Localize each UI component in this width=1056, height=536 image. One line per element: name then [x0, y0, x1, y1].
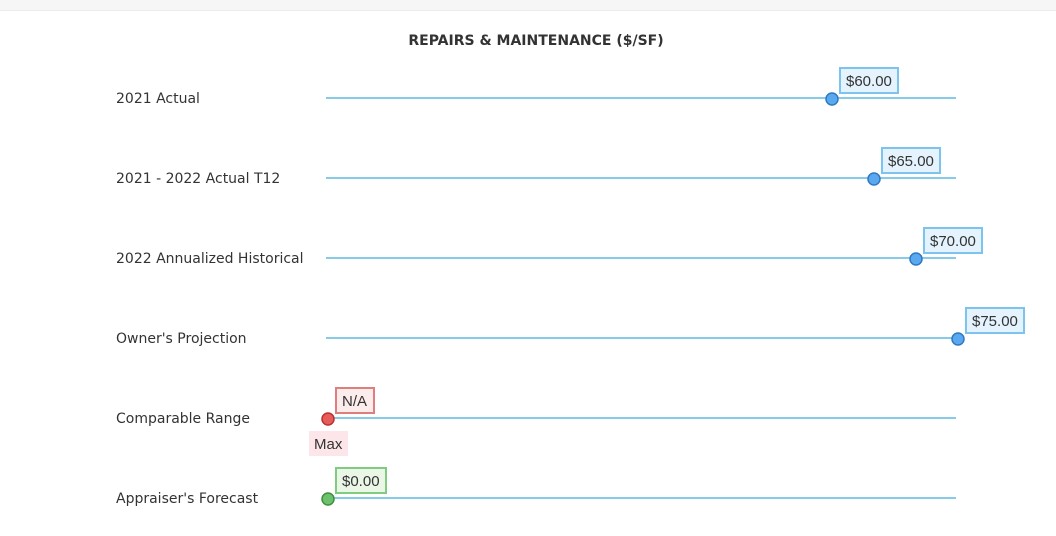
data-point[interactable]: [321, 492, 335, 506]
value-label-box: $60.00: [839, 67, 899, 94]
value-label-background: [965, 307, 1025, 334]
value-label: $60.00: [846, 73, 892, 90]
value-label-background: [335, 387, 375, 414]
data-point[interactable]: [951, 332, 965, 346]
top-bar: [0, 0, 1056, 11]
row-owner-s-projection: Owner's Projection $75.00: [116, 307, 1025, 347]
row-2021-2022-actual-t12: 2021 - 2022 Actual T12 $65.00: [116, 147, 956, 187]
data-point[interactable]: [825, 92, 839, 106]
value-label-background: [881, 147, 941, 174]
row-comparable-range: Comparable Range N/A Max: [116, 387, 956, 456]
repairs-maintenance-chart: REPAIRS & MAINTENANCE ($/SF) 2021 Actual…: [116, 33, 1025, 507]
data-point[interactable]: [909, 252, 923, 266]
chart-title: REPAIRS & MAINTENANCE ($/SF): [408, 33, 663, 49]
sub-label-box: Max: [309, 431, 348, 456]
row-label: Owner's Projection: [116, 331, 247, 347]
chart-panel: REPAIRS & MAINTENANCE ($/SF) 2021 Actual…: [0, 11, 1056, 536]
row-label: 2021 Actual: [116, 91, 200, 107]
value-label: $70.00: [930, 233, 976, 250]
value-label: $75.00: [972, 313, 1018, 330]
data-point[interactable]: [321, 412, 335, 426]
value-label-background: [335, 467, 387, 494]
value-label-box: $70.00: [923, 227, 983, 254]
row-label: Appraiser's Forecast: [116, 491, 259, 507]
value-label: N/A: [342, 393, 367, 410]
value-label-box: $75.00: [965, 307, 1025, 334]
value-label-background: [923, 227, 983, 254]
row-2021-actual: 2021 Actual $60.00: [116, 67, 956, 107]
row-2022-annualized-historical: 2022 Annualized Historical $70.00: [116, 227, 983, 267]
sub-label-background: [309, 431, 348, 456]
value-label-box: N/A: [335, 387, 375, 414]
value-label-background: [839, 67, 899, 94]
value-label-box: $0.00: [335, 467, 387, 494]
row-label: 2021 - 2022 Actual T12: [116, 171, 280, 187]
value-label-box: $65.00: [881, 147, 941, 174]
row-appraiser-s-forecast: Appraiser's Forecast $0.00: [116, 467, 956, 507]
data-point[interactable]: [867, 172, 881, 186]
row-label: Comparable Range: [116, 411, 250, 427]
value-label: $65.00: [888, 153, 934, 170]
value-label: $0.00: [342, 473, 380, 490]
chart-rows: 2021 Actual $60.00 2021 - 2022 Actual T12 $…: [116, 67, 1025, 507]
row-label: 2022 Annualized Historical: [116, 251, 304, 267]
sub-label: Max: [314, 436, 343, 453]
